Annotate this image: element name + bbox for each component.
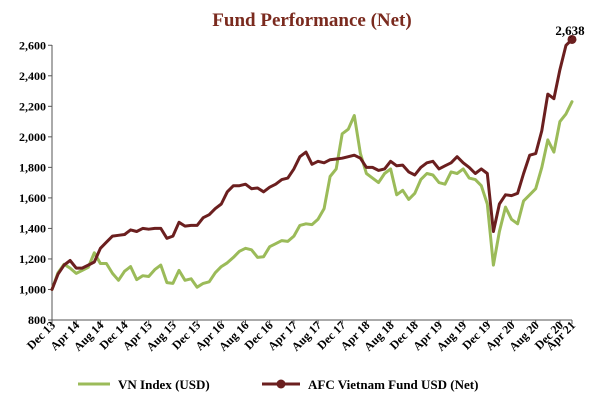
- vn-index-line: [50, 100, 574, 291]
- y-tick-label: 1,200: [19, 252, 46, 266]
- legend-marker-afc-fund: [276, 379, 286, 389]
- end-point-marker: [567, 34, 577, 44]
- legend-label-afc-fund: AFC Vietnam Fund USD (Net): [308, 377, 478, 392]
- end-label-leader: [569, 35, 573, 39]
- afc-fund-line: [50, 38, 574, 291]
- y-tick-label: 2,200: [19, 99, 46, 113]
- y-tick-label: 800: [28, 313, 46, 327]
- legend: VN Index (USD) AFC Vietnam Fund USD (Net): [78, 377, 478, 392]
- y-tick-label: 2,400: [19, 69, 46, 83]
- end-value-label: 2,638: [555, 23, 585, 38]
- legend-label-vn-index: VN Index (USD): [118, 377, 210, 392]
- y-tick-label: 1,400: [19, 221, 46, 235]
- axes: 800 1,000 1,200 1,400 1,600 1,800 2,000 2,200 2,…: [19, 38, 578, 354]
- series-layer: [50, 34, 577, 291]
- y-tick-label: 2,600: [19, 38, 46, 52]
- chart-title: Fund Performance (Net): [212, 10, 411, 31]
- y-tick-label: 1,800: [19, 160, 46, 174]
- y-tick-label: 1,600: [19, 191, 46, 205]
- y-tick-label: 2,000: [19, 130, 46, 144]
- y-tick-label: 1,000: [19, 282, 46, 296]
